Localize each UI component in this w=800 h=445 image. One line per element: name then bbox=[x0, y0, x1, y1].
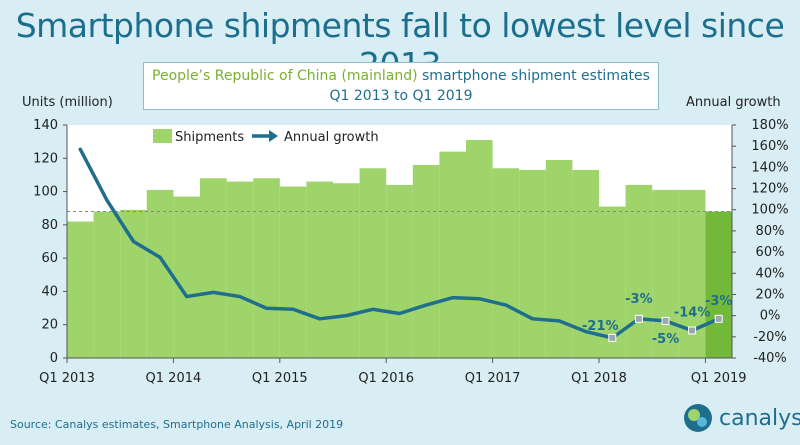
bar-q1-2015 bbox=[279, 186, 307, 358]
bar-q3-2017 bbox=[545, 159, 573, 358]
bar-q3-2015 bbox=[333, 183, 360, 358]
x-tick-label: Q1 2017 bbox=[465, 371, 521, 386]
right-tick-label: 100% bbox=[751, 203, 788, 218]
subtitle-line-2: Q1 2013 to Q1 2019 bbox=[329, 88, 473, 104]
bar-q2-2018 bbox=[625, 184, 653, 358]
logo-text: canalys bbox=[719, 405, 800, 431]
growth-point-marker bbox=[661, 316, 670, 325]
bar-q3-2013 bbox=[120, 209, 147, 358]
left-tick-label: 40 bbox=[41, 284, 58, 299]
bar-q4-2016 bbox=[466, 139, 493, 358]
bar-q2-2016 bbox=[412, 164, 440, 358]
growth-data-label: -21% bbox=[582, 319, 619, 334]
bar-q4-2015 bbox=[359, 168, 387, 358]
canalys-logo-icon bbox=[684, 404, 712, 432]
left-tick-label: 100 bbox=[33, 185, 58, 200]
growth-data-label: -3% bbox=[625, 292, 652, 307]
bar-q1-2019 bbox=[705, 211, 732, 358]
bar-q1-2014 bbox=[173, 196, 200, 358]
legend-growth-arrow-icon bbox=[269, 130, 278, 142]
right-axis-title: Annual growth bbox=[686, 95, 781, 110]
growth-data-label: -3% bbox=[705, 294, 732, 309]
right-tick-label: -40% bbox=[753, 351, 787, 366]
bar-q1-2017 bbox=[492, 168, 520, 358]
legend-shipments-swatch bbox=[153, 129, 172, 143]
bar-q3-2014 bbox=[226, 181, 254, 358]
bar-q4-2013 bbox=[146, 189, 174, 358]
subtitle-box: People’s Republic of China (mainland) sm… bbox=[143, 62, 659, 110]
x-tick-label: Q1 2019 bbox=[691, 371, 747, 386]
source-note: Source: Canalys estimates, Smartphone An… bbox=[10, 418, 344, 431]
bar-q1-2013 bbox=[67, 221, 94, 358]
x-tick-label: Q1 2016 bbox=[358, 371, 414, 386]
growth-data-label: -14% bbox=[674, 305, 711, 320]
left-axis-title: Units (million) bbox=[22, 95, 113, 110]
subtitle-line-1: People’s Republic of China (mainland) sm… bbox=[144, 66, 658, 86]
right-tick-label: 60% bbox=[756, 245, 785, 260]
left-tick-label: 20 bbox=[41, 318, 58, 333]
right-tick-label: 180% bbox=[751, 118, 788, 133]
subtitle-region: People’s Republic of China (mainland) bbox=[152, 68, 418, 84]
right-tick-label: 160% bbox=[751, 139, 788, 154]
growth-point-marker bbox=[688, 326, 697, 335]
bar-q2-2013 bbox=[93, 211, 121, 358]
right-tick-label: 40% bbox=[756, 266, 785, 281]
bar-q3-2016 bbox=[439, 151, 466, 358]
bar-q4-2014 bbox=[253, 178, 280, 358]
legend-growth-label: Annual growth bbox=[284, 130, 379, 145]
bar-q1-2016 bbox=[386, 184, 413, 358]
bar-q3-2018 bbox=[652, 189, 679, 358]
bar-q2-2015 bbox=[306, 181, 333, 358]
right-tick-label: -20% bbox=[753, 330, 787, 345]
right-tick-label: 140% bbox=[751, 160, 788, 175]
left-tick-label: 120 bbox=[33, 151, 58, 166]
left-tick-label: 60 bbox=[41, 251, 58, 266]
x-tick-label: Q1 2013 bbox=[39, 371, 95, 386]
growth-point-marker bbox=[714, 314, 723, 323]
left-tick-label: 80 bbox=[41, 218, 58, 233]
bar-q2-2017 bbox=[519, 169, 546, 358]
right-tick-label: 120% bbox=[751, 182, 788, 197]
subtitle-description: smartphone shipment estimates bbox=[417, 68, 650, 84]
left-tick-label: 0 bbox=[50, 351, 58, 366]
bar-q2-2014 bbox=[200, 178, 227, 358]
x-tick-label: Q1 2018 bbox=[571, 371, 627, 386]
growth-point-marker bbox=[634, 314, 643, 323]
growth-point-marker bbox=[608, 333, 617, 342]
right-tick-label: 20% bbox=[756, 287, 785, 302]
growth-data-label: -5% bbox=[652, 332, 679, 347]
x-tick-label: Q1 2015 bbox=[252, 371, 308, 386]
right-tick-label: 80% bbox=[756, 224, 785, 239]
x-tick-label: Q1 2014 bbox=[146, 371, 202, 386]
left-tick-label: 140 bbox=[33, 118, 58, 133]
legend-shipments-label: Shipments bbox=[175, 130, 244, 145]
right-tick-label: 0% bbox=[760, 309, 781, 324]
canalys-logo: canalys bbox=[683, 402, 800, 434]
